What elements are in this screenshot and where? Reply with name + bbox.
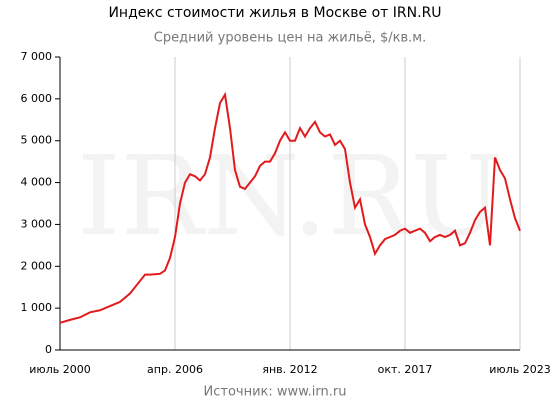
y-tick-label: 6 000 <box>21 92 53 105</box>
y-tick-label: 1 000 <box>21 301 53 314</box>
data-line <box>59 91 521 324</box>
x-tick-label: июль 2023 <box>489 363 550 376</box>
x-tick-label: окт. 2017 <box>378 363 433 376</box>
chart-subtitle: Средний уровень цен на жильё, $/кв.м. <box>154 31 426 46</box>
x-tick-label: апр. 2006 <box>147 363 203 376</box>
y-tick-label: 4 000 <box>21 176 53 189</box>
x-tick-label: янв. 2012 <box>262 363 317 376</box>
chart-title: Индекс стоимости жилья в Москве от IRN.R… <box>108 5 441 21</box>
source: Источник: www.irn.ru <box>204 385 347 400</box>
x-tick-label: июль 2000 <box>29 363 90 376</box>
y-tick-label: 0 <box>45 343 52 356</box>
y-tick-label: 3 000 <box>21 217 53 230</box>
y-tick-label: 2 000 <box>21 259 53 272</box>
y-tick-label: 5 000 <box>21 134 53 147</box>
y-tick-label: 7 000 <box>21 50 53 63</box>
